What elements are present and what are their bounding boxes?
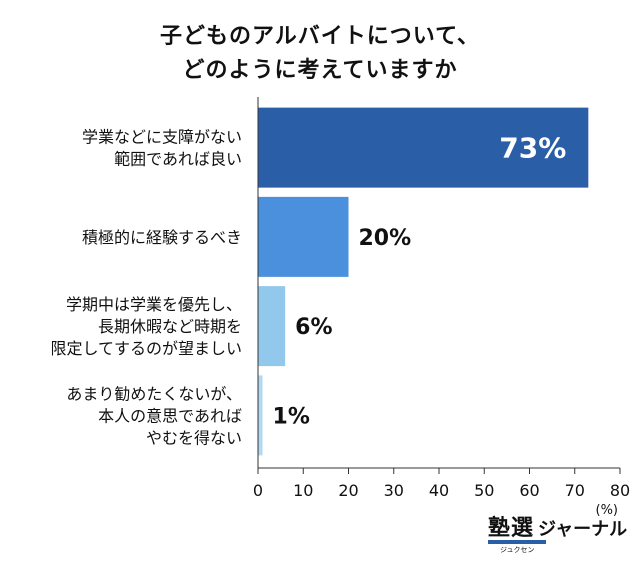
x-axis-unit-label: (%) bbox=[596, 503, 619, 518]
category-label-4-line-3: やむを得ない bbox=[146, 428, 242, 447]
x-tick-label-9: 80 bbox=[610, 481, 630, 500]
category-label-3-line-3: 限定してするのが望ましい bbox=[50, 339, 242, 358]
x-tick-label-3: 20 bbox=[338, 481, 358, 500]
logo-underline bbox=[488, 540, 546, 544]
x-tick-label-6: 50 bbox=[474, 481, 494, 500]
x-tick-label-2: 10 bbox=[293, 481, 313, 500]
chart-title-line-1: 子どものアルバイトについて、 bbox=[159, 24, 481, 49]
category-label-4-line-2: 本人の意思であれば bbox=[98, 406, 242, 425]
bar-3 bbox=[258, 286, 286, 367]
data-label-2: 20% bbox=[359, 226, 412, 251]
category-label-3-line-1: 学期中は学業を優先し、 bbox=[66, 295, 242, 314]
logo-kanji: 塾選 bbox=[488, 516, 535, 541]
data-label-3: 6% bbox=[295, 315, 332, 340]
chart-title-line-2: どのように考えていますか bbox=[182, 58, 458, 83]
bar-1 bbox=[258, 107, 589, 188]
category-label-4-line-1: あまり勧めたくないが、 bbox=[66, 384, 242, 403]
x-tick-label-7: 60 bbox=[519, 481, 539, 500]
category-label-2-line-1: 積極的に経験するべき bbox=[82, 228, 242, 247]
x-tick-label-4: 30 bbox=[384, 481, 404, 500]
x-tick-label-5: 40 bbox=[429, 481, 449, 500]
x-tick-label-1: 0 bbox=[253, 481, 263, 500]
category-label-3-line-2: 長期休暇など時期を bbox=[98, 317, 242, 336]
category-label-1-line-2: 範囲であれば良い bbox=[114, 150, 242, 169]
bar-2 bbox=[258, 196, 349, 277]
category-label-1-line-1: 学業などに支障がない bbox=[82, 128, 242, 147]
logo-small-text: ジュクセン bbox=[500, 546, 535, 554]
bar-4 bbox=[258, 375, 263, 456]
data-label-4: 1% bbox=[273, 404, 310, 429]
brand-logo: 塾選 ジャーナル ジュクセン bbox=[488, 510, 628, 554]
data-label-1: 73% bbox=[499, 132, 566, 165]
logo-kana: ジャーナル bbox=[538, 519, 628, 540]
x-tick-label-8: 70 bbox=[565, 481, 585, 500]
